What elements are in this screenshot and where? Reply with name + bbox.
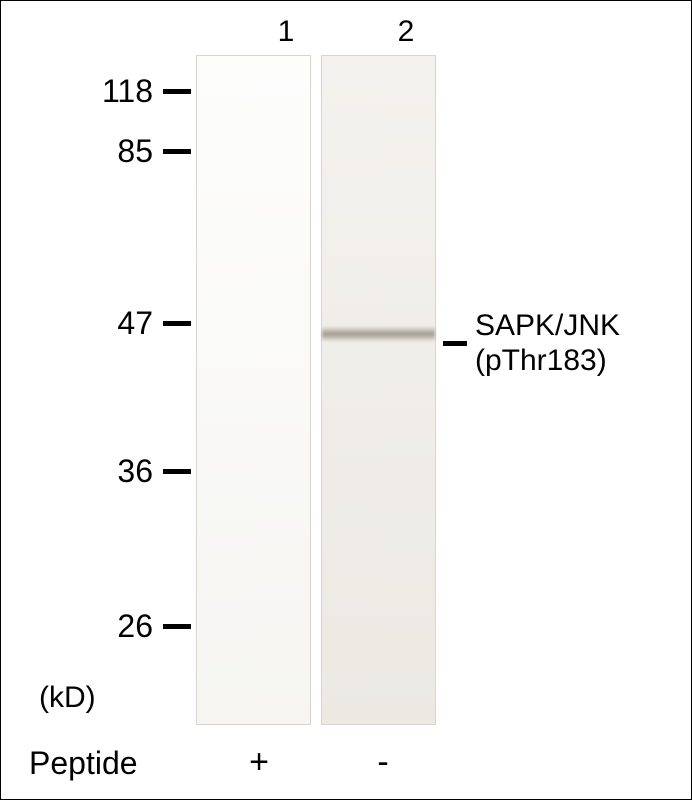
ladder-label: 85 xyxy=(1,133,163,170)
lane-1 xyxy=(196,55,311,725)
ladder-label: 26 xyxy=(1,608,163,645)
ladder-mark-36: 36 xyxy=(1,455,191,487)
peptide-sign-lane-1: + xyxy=(239,743,279,782)
ladder-tick xyxy=(163,89,191,94)
ladder-mark-118: 118 xyxy=(1,75,191,107)
protein-band-text: SAPK/JNK (pThr183) xyxy=(475,309,620,378)
ladder-label: 36 xyxy=(1,453,163,490)
peptide-sign-lane-2: - xyxy=(363,743,403,782)
ladder-tick xyxy=(163,149,191,154)
ladder-tick xyxy=(163,624,191,629)
ladder-label: 47 xyxy=(1,305,163,342)
protein-name: SAPK/JNK xyxy=(475,309,620,344)
ladder-mark-85: 85 xyxy=(1,135,191,167)
peptide-condition-row: Peptide + - xyxy=(1,745,691,785)
lane-2 xyxy=(321,55,436,725)
lane-header-2: 2 xyxy=(376,15,436,49)
protein-band-tick xyxy=(443,341,467,346)
ladder-label: 118 xyxy=(1,73,163,110)
ladder-unit-label: (kD) xyxy=(39,681,96,715)
protein-band-label: SAPK/JNK (pThr183) xyxy=(443,309,620,378)
protein-band-lane2 xyxy=(322,326,435,342)
ladder-tick xyxy=(163,469,191,474)
ladder-tick xyxy=(163,321,191,326)
lane-header-1: 1 xyxy=(256,15,316,49)
peptide-label: Peptide xyxy=(29,745,138,782)
protein-phospho-site: (pThr183) xyxy=(475,344,620,379)
ladder-mark-26: 26 xyxy=(1,610,191,642)
ladder-mark-47: 47 xyxy=(1,307,191,339)
western-blot-figure: 1 2 118 85 47 36 26 (kD) SAPK/JNK (pThr183) P… xyxy=(0,0,692,800)
molecular-weight-ladder: 118 85 47 36 26 xyxy=(1,1,191,725)
